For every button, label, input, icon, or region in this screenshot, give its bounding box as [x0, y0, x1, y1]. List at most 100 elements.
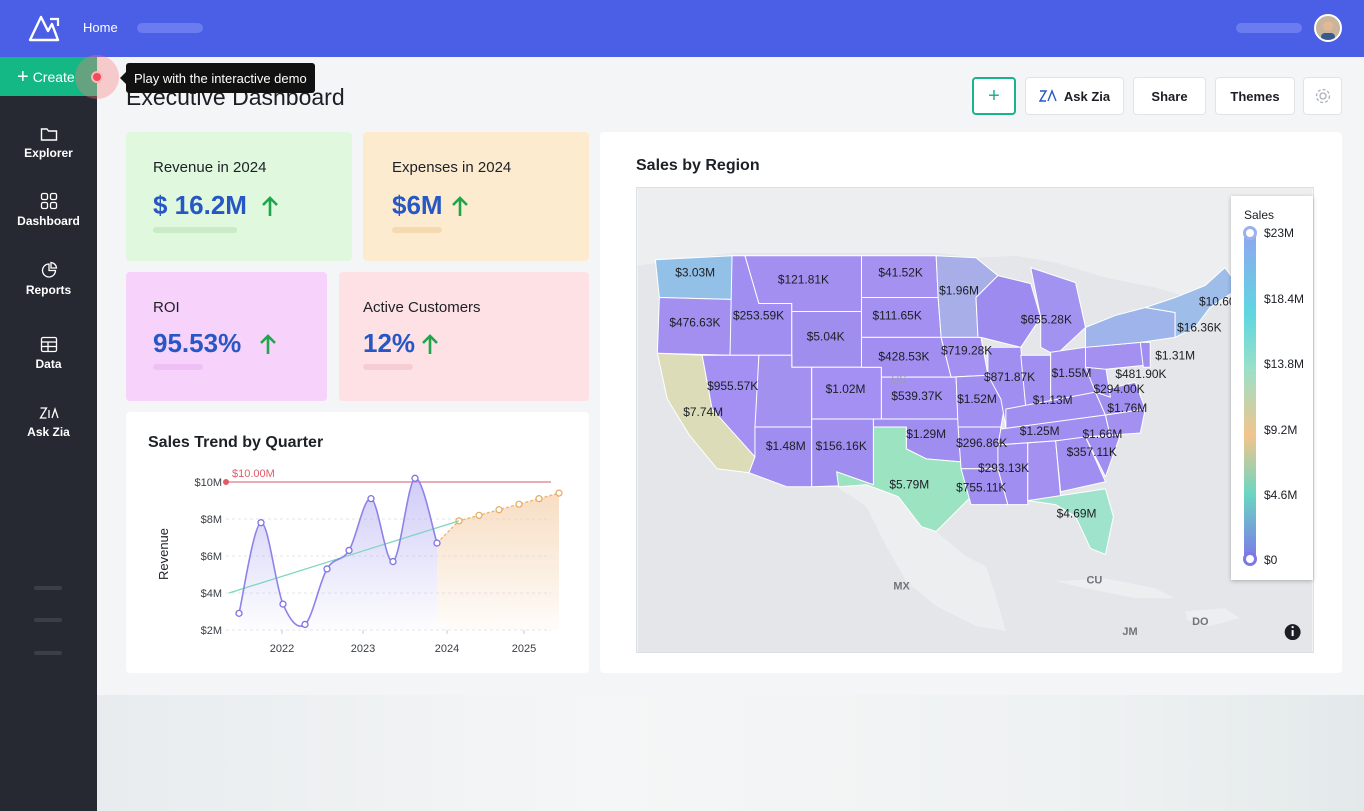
sidebar-item-reports[interactable]: Reports [0, 261, 97, 297]
legend-tick: $0 [1264, 553, 1278, 567]
kpi-card-expenses[interactable]: Expenses in 2024 $6M [363, 132, 589, 261]
kpi-placeholder-bar [363, 364, 413, 370]
create-button[interactable]: + Create [0, 57, 97, 96]
legend-tick: $4.6M [1264, 488, 1298, 502]
sidebar-item-label: Explorer [24, 146, 73, 160]
region-label: $1.48M [766, 439, 806, 453]
kpi-value: 12% [363, 328, 439, 359]
country-label: MX [893, 580, 910, 592]
data-point [389, 557, 397, 566]
info-icon[interactable] [1284, 624, 1301, 641]
kpi-value-text: 12% [363, 328, 416, 358]
sidebar-item-explorer[interactable]: Explorer [0, 126, 97, 160]
sidebar-item-ask-zia[interactable]: Ask Zia [0, 405, 97, 439]
panel-title: Sales by Region [636, 157, 760, 174]
region-label: $253.59K [733, 308, 784, 322]
map-land-canada [637, 188, 1313, 318]
demo-hotspot[interactable] [91, 71, 103, 83]
x-tick-label: 2022 [270, 643, 294, 655]
tooltip-text: Play with the interactive demo [134, 70, 307, 86]
sidebar-placeholder-line [34, 618, 62, 622]
data-point [323, 565, 331, 573]
home-link[interactable]: Home [83, 20, 118, 35]
app-logo-icon[interactable] [28, 13, 60, 43]
sales-trend-chart[interactable]: $2M $4M $6M $8M $10M 2022 2023 2024 2025 Revenue… [126, 412, 589, 673]
x-tick-label: 2025 [512, 643, 536, 655]
forecast-point [475, 511, 483, 519]
avatar[interactable] [1314, 14, 1342, 42]
top-bar: Home [0, 0, 1364, 57]
data-point [345, 546, 353, 555]
data-point [367, 495, 375, 503]
sidebar-item-label: Ask Zia [27, 425, 70, 439]
y-tick-label: $2M [201, 625, 222, 637]
legend-tick: $23M [1264, 226, 1295, 240]
zia-icon [1038, 89, 1057, 102]
zia-icon [38, 406, 59, 419]
region-label: $5.79M [889, 478, 929, 492]
ask-zia-button[interactable]: Ask Zia [1025, 77, 1124, 115]
region-label: $111.65K [872, 308, 921, 322]
forecast-point [535, 495, 543, 503]
region-wisconsin[interactable] [975, 275, 1042, 348]
region-mississippi[interactable] [997, 442, 1029, 506]
kpi-value-text: 95.53% [153, 328, 242, 358]
kpi-card-active-customers[interactable]: Active Customers 12% [339, 272, 589, 401]
sales-trend-panel[interactable]: Sales Trend by Quarter $2M $4M $6M $8M $10M 2… [126, 412, 589, 673]
data-point [433, 539, 441, 547]
region-label: $41.52K [878, 266, 923, 280]
country-label: US [891, 374, 906, 386]
region-label: $481.90K [1115, 367, 1166, 381]
table-icon [40, 336, 57, 353]
kpi-card-revenue[interactable]: Revenue in 2024 $ 16.2M [126, 132, 352, 261]
kpi-placeholder-bar [392, 227, 442, 233]
region-label: $5.04K [807, 329, 845, 343]
region-label: $294.00K [1093, 382, 1144, 396]
target-label: $10.00M [232, 468, 275, 480]
region-label: $121.81K [778, 273, 829, 287]
forecast-point [455, 517, 463, 525]
region-alabama[interactable] [1027, 440, 1062, 502]
region-new-england[interactable] [1144, 267, 1241, 338]
region-label: $3.03M [675, 266, 715, 280]
share-button[interactable]: Share [1133, 77, 1206, 115]
map-legend[interactable]: Sales $23M $18.4M $13.8M $9.2M $4.6M $0 [1231, 196, 1313, 580]
region-florida[interactable] [1027, 488, 1114, 555]
legend-max-handle[interactable] [1243, 226, 1257, 240]
data-point [257, 519, 265, 527]
region-label: $539.37K [891, 389, 942, 403]
region-label: $7.74M [683, 405, 723, 419]
kpi-placeholder-bar [153, 364, 203, 370]
y-tick-label: $6M [201, 551, 222, 563]
user-name-placeholder [1236, 23, 1302, 33]
sales-region-map[interactable]: $3.03M $476.63K $253.59K $121.81K $41.52… [636, 187, 1314, 653]
region-new-jersey[interactable] [1139, 341, 1151, 368]
sidebar-placeholder-line [34, 651, 62, 655]
legend-min-handle[interactable] [1243, 552, 1257, 566]
region-georgia[interactable] [1055, 436, 1106, 493]
add-widget-button[interactable]: + [972, 77, 1016, 115]
kpi-value: $ 16.2M [153, 190, 279, 221]
map-land-mexico [732, 461, 1006, 632]
kpi-value-text: $ 16.2M [153, 190, 247, 220]
data-point [235, 609, 243, 618]
sidebar-item-label: Dashboard [17, 214, 80, 228]
themes-button[interactable]: Themes [1215, 77, 1295, 115]
legend-tick: $18.4M [1264, 292, 1305, 306]
region-label: $719.28K [941, 343, 992, 357]
breadcrumb-placeholder [137, 23, 203, 33]
create-label: Create [32, 68, 75, 85]
y-tick-label: $8M [201, 514, 222, 526]
country-label: JM [1122, 626, 1137, 638]
settings-button[interactable] [1303, 77, 1342, 115]
forecast-point [495, 506, 503, 514]
region-label: $655.28K [1021, 312, 1072, 326]
kpi-value-text: $6M [392, 190, 443, 220]
chart-marks: $10.00M [223, 468, 563, 630]
kpi-card-roi[interactable]: ROI 95.53% [126, 272, 327, 401]
region-label: $1.25M [1020, 424, 1060, 438]
region-texas[interactable] [836, 426, 972, 533]
x-tick-label: 2023 [351, 643, 375, 655]
sidebar-item-dashboard[interactable]: Dashboard [0, 192, 97, 228]
sidebar-item-data[interactable]: Data [0, 336, 97, 371]
